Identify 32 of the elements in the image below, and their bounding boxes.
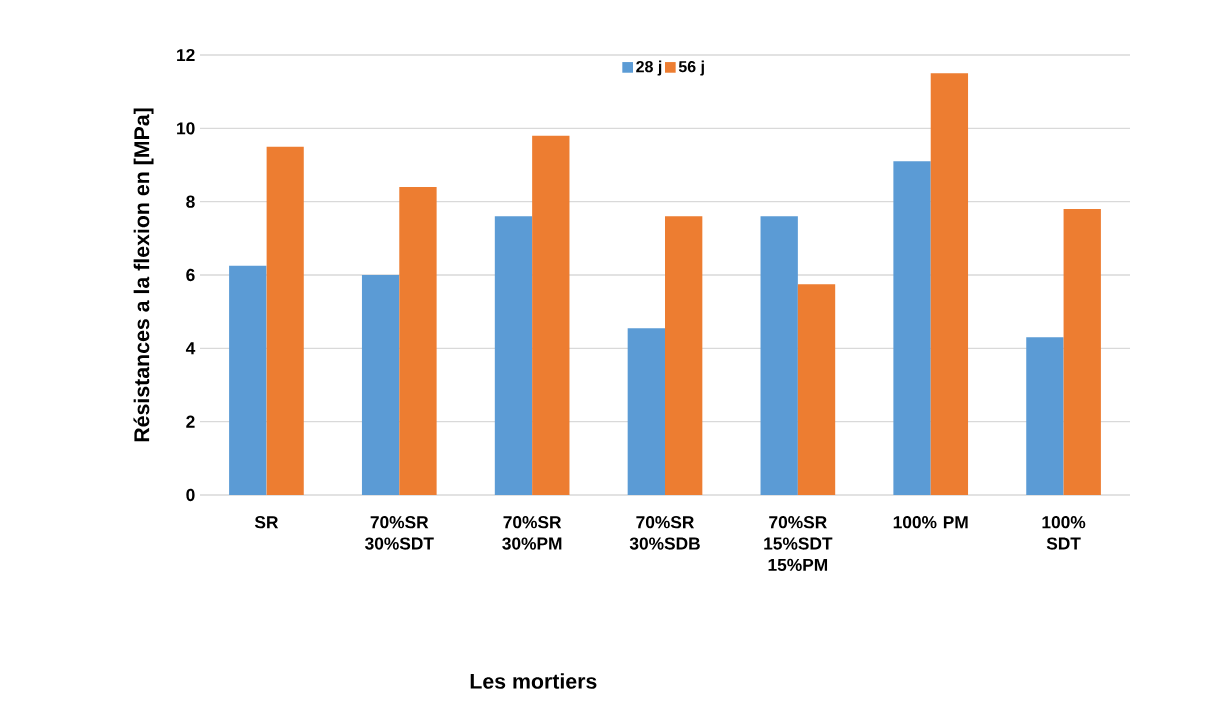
y-tick-label: 10 bbox=[177, 122, 195, 135]
bar bbox=[494, 216, 533, 495]
y-tick-label: 12 bbox=[177, 48, 195, 62]
bar bbox=[930, 73, 969, 495]
bar bbox=[1063, 208, 1101, 495]
bar bbox=[893, 161, 931, 495]
y-tick-label: 0 bbox=[186, 488, 195, 502]
bar bbox=[1026, 337, 1064, 495]
x-tick-label: 100% PM bbox=[893, 516, 968, 529]
x-tick-label: 100% SDT bbox=[1042, 516, 1086, 550]
x-tick-label: 70%SR 30%SDT bbox=[365, 516, 434, 550]
y-tick-label: 8 bbox=[186, 195, 195, 208]
x-tick-label: 70%SR 30%SDB bbox=[629, 516, 700, 550]
bar bbox=[760, 216, 798, 495]
bar bbox=[665, 216, 703, 495]
y-axis-title: Résistances a la flexion en [MPa] bbox=[133, 108, 154, 442]
legend-label: 56 j bbox=[678, 60, 704, 76]
bar bbox=[399, 186, 437, 495]
y-tick-label: 4 bbox=[185, 342, 196, 355]
bar bbox=[627, 328, 665, 495]
bar bbox=[229, 265, 267, 495]
bar bbox=[532, 135, 570, 495]
x-tick-label: 70%SR 15%SDT 15%PM bbox=[764, 516, 833, 571]
x-tick-label: 70%SR 30%PM bbox=[502, 516, 562, 550]
bar bbox=[797, 284, 836, 495]
y-tick-label: 6 bbox=[186, 268, 195, 282]
x-axis-title: Les mortiers bbox=[470, 673, 597, 689]
y-tick-label: 2 bbox=[186, 415, 195, 428]
bar bbox=[266, 146, 304, 495]
bar bbox=[361, 275, 400, 495]
legend-label: 28 j bbox=[636, 60, 662, 76]
x-tick-label: SR bbox=[254, 516, 279, 529]
